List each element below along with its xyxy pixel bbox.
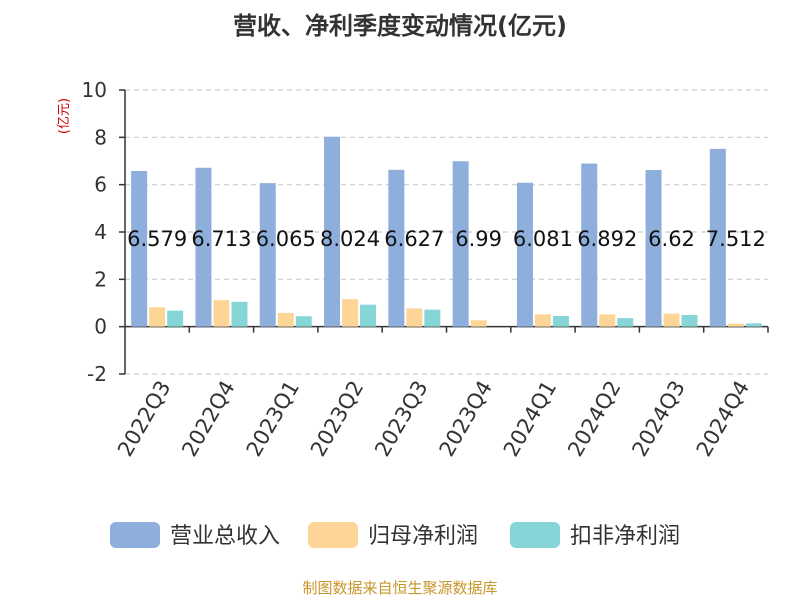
bar-revenue [645, 169, 662, 327]
x-tick-label: 2024Q2 [563, 377, 625, 461]
bar-revenue [516, 182, 533, 327]
x-tick-label: 2022Q4 [177, 377, 239, 461]
legend-swatch[interactable] [308, 522, 358, 548]
bar-deducted-net-profit [424, 309, 441, 327]
y-tick-label: 6 [94, 173, 107, 197]
y-tick-label: 0 [94, 315, 107, 339]
data-label: 7.512 [706, 227, 766, 251]
y-tick-label: 2 [94, 267, 107, 291]
bar-deducted-net-profit [167, 310, 184, 327]
x-tick-label: 2023Q3 [370, 377, 432, 461]
data-label: 6.579 [127, 227, 187, 251]
data-label: 6.081 [513, 227, 573, 251]
x-tick-label: 2024Q1 [499, 377, 561, 461]
legend-swatch[interactable] [110, 522, 160, 548]
x-tick-label: 2022Q3 [113, 377, 175, 461]
bar-deducted-net-profit [552, 316, 569, 327]
bar-net-profit [663, 313, 680, 327]
bar-revenue [388, 169, 405, 327]
bar-revenue [195, 167, 212, 327]
x-tick-label: 2024Q3 [627, 377, 689, 461]
bar-deducted-net-profit [745, 323, 762, 327]
bar-deducted-net-profit [295, 316, 312, 327]
bar-revenue [581, 163, 598, 327]
y-tick-label: 4 [94, 220, 107, 244]
x-tick-label: 2023Q2 [306, 377, 368, 461]
bar-deducted-net-profit [231, 301, 248, 327]
data-label: 6.62 [648, 227, 695, 251]
bar-net-profit [406, 308, 423, 327]
bar-revenue [131, 170, 148, 327]
y-tick-label: 10 [82, 78, 107, 102]
bar-deducted-net-profit [617, 318, 634, 327]
bar-deducted-net-profit [681, 315, 698, 327]
y-unit-label: (亿元) [57, 98, 72, 134]
legend-label[interactable]: 营业总收入 [170, 524, 280, 549]
bar-net-profit [149, 307, 166, 327]
data-label: 6.99 [455, 227, 502, 251]
bar-net-profit [213, 300, 230, 327]
data-label: 6.065 [256, 227, 316, 251]
data-label: 6.627 [384, 227, 444, 251]
legend-swatch[interactable] [510, 522, 560, 548]
bar-revenue [259, 183, 276, 327]
source-note: 制图数据来自恒生聚源数据库 [302, 579, 497, 597]
y-tick-label: -2 [87, 362, 107, 386]
x-tick-label: 2023Q4 [435, 377, 497, 461]
data-label: 6.892 [577, 227, 637, 251]
x-tick-label: 2024Q4 [692, 377, 754, 461]
bar-net-profit [470, 320, 487, 327]
data-label: 8.024 [320, 227, 380, 251]
bar-net-profit [534, 314, 551, 327]
bar-deducted-net-profit [360, 304, 377, 327]
legend-label[interactable]: 扣非净利润 [570, 524, 680, 549]
legend-label[interactable]: 归母净利润 [368, 524, 478, 549]
data-label: 6.713 [191, 227, 251, 251]
y-tick-label: 8 [94, 125, 107, 149]
bar-net-profit [277, 312, 294, 327]
bar-revenue [709, 148, 726, 327]
x-tick-label: 2023Q1 [242, 377, 304, 461]
bar-net-profit [599, 314, 616, 327]
bar-net-profit [727, 323, 744, 327]
bar-revenue [452, 161, 469, 327]
chart-title: 营收、净利季度变动情况(亿元) [233, 12, 567, 40]
bar-net-profit [342, 299, 359, 327]
bar-revenue [324, 136, 341, 327]
